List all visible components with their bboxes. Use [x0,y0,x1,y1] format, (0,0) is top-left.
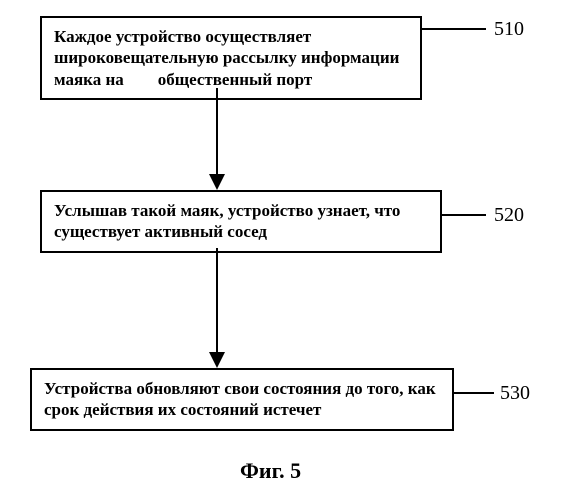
leader-line-510 [422,28,486,30]
flow-node-510: Каждое устройство осуществляет широковещ… [40,16,422,100]
flow-node-label-520: 520 [494,204,524,227]
leader-line-530 [454,392,494,394]
flow-edge-510-520 [216,88,218,178]
flow-node-text: Устройства обновляют свои состояния до т… [44,379,436,419]
flow-edge-520-530 [216,248,218,356]
figure-caption: Фиг. 5 [240,458,301,484]
flowchart-container: Каждое устройство осуществляет широковещ… [0,0,567,500]
arrow-head-icon [209,352,225,368]
flow-node-text: Услышав такой маяк, устройство узнает, ч… [54,201,400,241]
flow-node-530: Устройства обновляют свои состояния до т… [30,368,454,431]
flow-node-label-530: 530 [500,382,530,405]
leader-line-520 [442,214,486,216]
flow-node-text: Каждое устройство осуществляет широковещ… [54,27,399,89]
flow-node-label-510: 510 [494,18,524,41]
arrow-head-icon [209,174,225,190]
flow-node-520: Услышав такой маяк, устройство узнает, ч… [40,190,442,253]
